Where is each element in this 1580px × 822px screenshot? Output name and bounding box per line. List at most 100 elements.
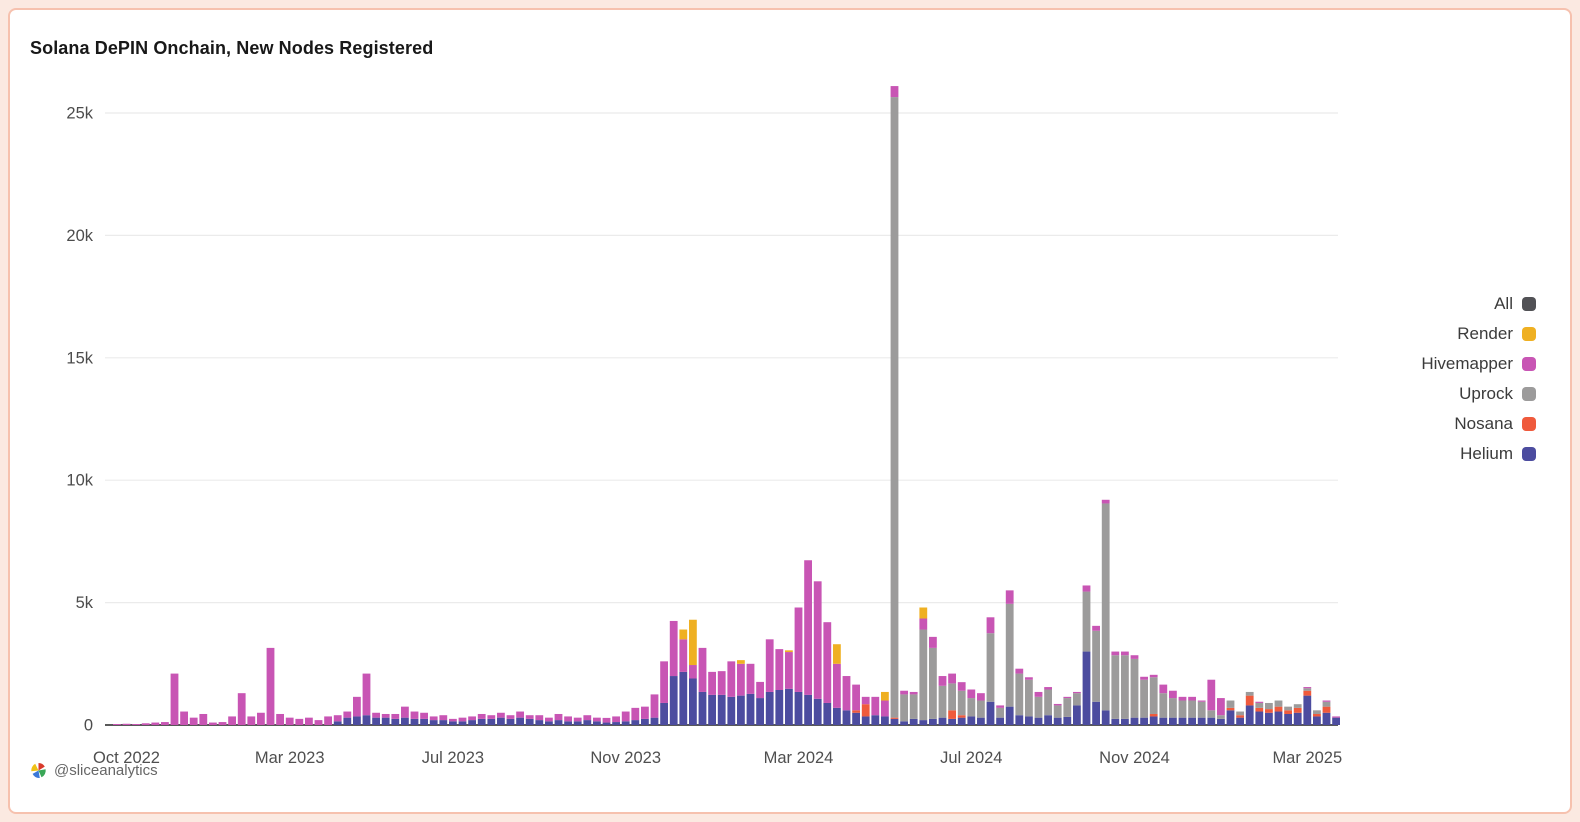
- bar-segment-hivemapper[interactable]: [189, 717, 198, 725]
- bar-segment-hivemapper[interactable]: [535, 715, 544, 721]
- bar-segment-hivemapper[interactable]: [1101, 499, 1110, 504]
- legend-item-uprock[interactable]: Uprock: [1459, 379, 1536, 409]
- bar-segment-uprock[interactable]: [1121, 655, 1129, 719]
- bar-segment-helium[interactable]: [1236, 717, 1244, 725]
- bar-segment-hivemapper[interactable]: [372, 712, 380, 718]
- bar-segment-helium[interactable]: [1159, 717, 1168, 725]
- bar-segment-hivemapper[interactable]: [583, 715, 592, 721]
- bar-segment-hivemapper[interactable]: [1073, 691, 1081, 694]
- bar-segment-hivemapper[interactable]: [919, 618, 928, 630]
- bar-segment-uprock[interactable]: [1178, 700, 1187, 718]
- bar-segment-hivemapper[interactable]: [545, 717, 553, 722]
- bar-segment-hivemapper[interactable]: [449, 718, 457, 722]
- bar-segment-uprock[interactable]: [1274, 700, 1283, 707]
- bar-segment-uprock[interactable]: [1303, 688, 1312, 691]
- bar-segment-helium[interactable]: [497, 717, 505, 725]
- bar-segment-hivemapper[interactable]: [1044, 687, 1052, 690]
- bar-segment-helium[interactable]: [1063, 716, 1072, 725]
- bar-segment-hivemapper[interactable]: [1169, 690, 1177, 699]
- bar-segment-helium[interactable]: [612, 722, 620, 725]
- bar-segment-hivemapper[interactable]: [967, 689, 976, 699]
- bar-segment-helium[interactable]: [669, 676, 678, 725]
- bar-segment-hivemapper[interactable]: [1092, 625, 1100, 631]
- bar-segment-hivemapper[interactable]: [823, 622, 832, 703]
- bar-segment-hivemapper[interactable]: [1025, 677, 1033, 680]
- bar-segment-render[interactable]: [737, 660, 745, 664]
- bar-segment-hivemapper[interactable]: [727, 661, 736, 697]
- bar-segment-hivemapper[interactable]: [429, 716, 438, 721]
- bar-segment-helium[interactable]: [823, 702, 832, 725]
- bar-segment-nosana[interactable]: [1226, 707, 1235, 711]
- bar-segment-helium[interactable]: [353, 716, 361, 725]
- bar-segment-hivemapper[interactable]: [1303, 687, 1312, 689]
- legend-item-nosana[interactable]: Nosana: [1454, 409, 1536, 439]
- bar-segment-helium[interactable]: [487, 718, 496, 725]
- bar-segment-uprock[interactable]: [1111, 655, 1120, 719]
- bar-segment-helium[interactable]: [554, 720, 563, 725]
- bar-segment-helium[interactable]: [1044, 715, 1052, 725]
- bar-segment-render[interactable]: [919, 607, 928, 619]
- bar-segment-uprock[interactable]: [986, 633, 995, 702]
- bar-segment-hivemapper[interactable]: [1332, 716, 1340, 718]
- bar-segment-uprock[interactable]: [1207, 710, 1216, 718]
- bar-segment-hivemapper[interactable]: [813, 581, 822, 699]
- bar-segment-hivemapper[interactable]: [1063, 696, 1072, 699]
- bar-segment-hivemapper[interactable]: [1082, 585, 1091, 592]
- bar-segment-hivemapper[interactable]: [324, 716, 332, 725]
- bar-segment-hivemapper[interactable]: [1207, 679, 1216, 711]
- bar-segment-hivemapper[interactable]: [1140, 676, 1148, 680]
- bar-segment-helium[interactable]: [343, 717, 352, 725]
- bar-segment-helium[interactable]: [900, 721, 908, 725]
- bar-segment-helium[interactable]: [689, 678, 697, 725]
- bar-segment-uprock[interactable]: [1313, 710, 1321, 714]
- bar-segment-helium[interactable]: [1005, 706, 1014, 725]
- bar-segment-hivemapper[interactable]: [314, 720, 323, 725]
- bar-segment-hivemapper[interactable]: [756, 681, 764, 699]
- bar-segment-hivemapper[interactable]: [948, 673, 956, 684]
- bar-segment-helium[interactable]: [1274, 711, 1283, 725]
- bar-segment-helium[interactable]: [1293, 712, 1302, 725]
- bar-segment-hivemapper[interactable]: [1121, 651, 1129, 656]
- bar-segment-helium[interactable]: [967, 716, 976, 725]
- bar-segment-helium[interactable]: [1265, 712, 1273, 725]
- bar-segment-hivemapper[interactable]: [573, 717, 582, 722]
- bar-segment-nosana[interactable]: [1293, 707, 1302, 713]
- bar-segment-hivemapper[interactable]: [276, 713, 284, 725]
- bar-segment-hivemapper[interactable]: [631, 707, 640, 721]
- bar-segment-helium[interactable]: [909, 718, 918, 725]
- bars-layer[interactable]: [113, 86, 1340, 725]
- bar-segment-hivemapper[interactable]: [717, 671, 726, 695]
- bar-segment-helium[interactable]: [1053, 717, 1062, 725]
- bar-segment-helium[interactable]: [1178, 717, 1187, 725]
- bar-segment-hivemapper[interactable]: [391, 713, 400, 719]
- bar-segment-helium[interactable]: [1121, 718, 1129, 725]
- bar-segment-hivemapper[interactable]: [871, 696, 880, 716]
- bar-segment-hivemapper[interactable]: [439, 715, 448, 721]
- bar-segment-hivemapper[interactable]: [554, 713, 563, 721]
- bar-segment-helium[interactable]: [957, 717, 966, 725]
- bar-segment-uprock[interactable]: [967, 698, 976, 717]
- bar-segment-helium[interactable]: [1284, 713, 1292, 725]
- bar-segment-nosana[interactable]: [1313, 713, 1321, 717]
- bar-segment-uprock[interactable]: [948, 683, 956, 711]
- bar-segment-helium[interactable]: [439, 720, 448, 725]
- bar-segment-helium[interactable]: [420, 718, 428, 725]
- bar-segment-helium[interactable]: [986, 701, 995, 725]
- bar-segment-hivemapper[interactable]: [401, 706, 409, 718]
- bar-segment-hivemapper[interactable]: [900, 690, 908, 695]
- bar-segment-nosana[interactable]: [1265, 709, 1273, 713]
- bar-segment-nosana[interactable]: [890, 717, 899, 719]
- bar-segment-uprock[interactable]: [938, 685, 947, 718]
- bar-segment-uprock[interactable]: [900, 694, 908, 722]
- bar-segment-helium[interactable]: [573, 721, 582, 725]
- bar-segment-helium[interactable]: [948, 718, 956, 725]
- bar-segment-helium[interactable]: [813, 698, 822, 725]
- bar-segment-hivemapper[interactable]: [170, 673, 179, 725]
- bar-segment-uprock[interactable]: [1092, 630, 1100, 702]
- bar-segment-helium[interactable]: [631, 720, 640, 725]
- bar-segment-hivemapper[interactable]: [141, 723, 150, 725]
- bar-segment-hivemapper[interactable]: [237, 693, 246, 725]
- bar-segment-hivemapper[interactable]: [669, 620, 678, 677]
- bar-segment-uprock[interactable]: [1188, 700, 1196, 718]
- legend-item-render[interactable]: Render: [1457, 319, 1536, 349]
